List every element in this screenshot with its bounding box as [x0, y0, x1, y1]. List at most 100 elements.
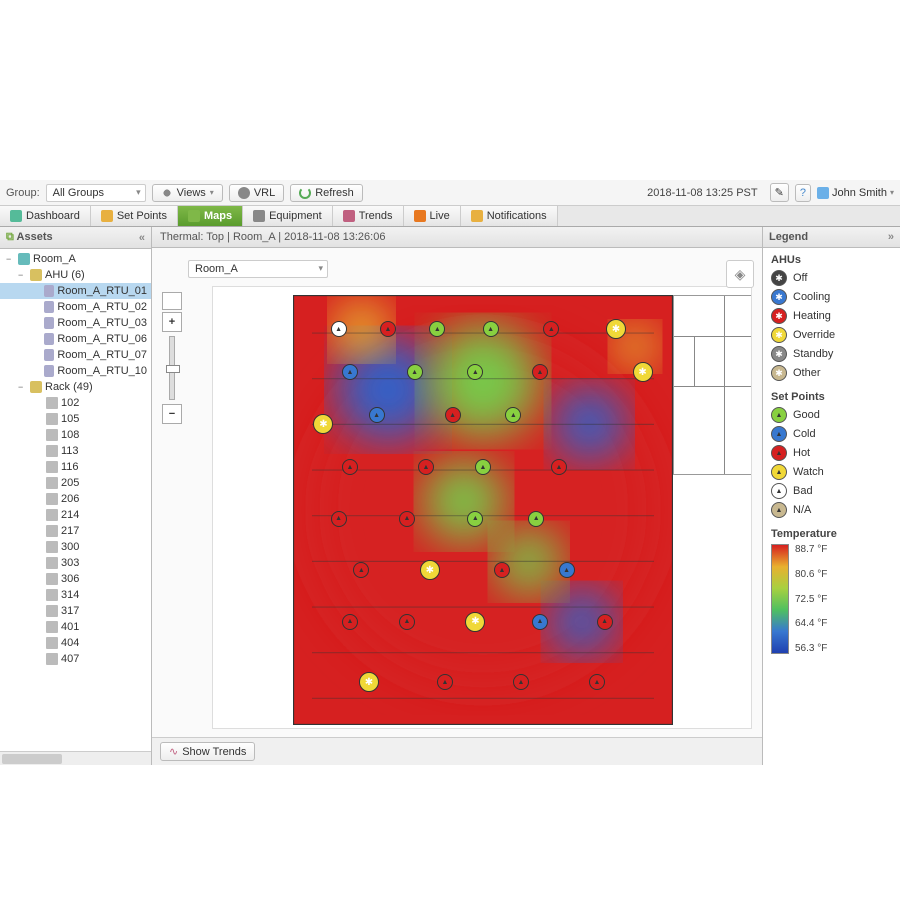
assets-header: ⧉ Assets «: [0, 227, 151, 249]
cube-icon: [46, 541, 58, 553]
tree-item-300[interactable]: 300: [0, 539, 151, 555]
views-button[interactable]: Views ▾: [152, 184, 223, 202]
setpoint-marker[interactable]: [494, 562, 510, 578]
tab-live[interactable]: Live: [404, 206, 461, 226]
setpoint-marker[interactable]: [505, 407, 521, 423]
tree-item-105[interactable]: 105: [0, 411, 151, 427]
zoom-out-button[interactable]: −: [162, 404, 182, 424]
setpoint-marker[interactable]: [445, 407, 461, 423]
setpoint-marker[interactable]: [532, 364, 548, 380]
tree-item-214[interactable]: 214: [0, 507, 151, 523]
setpoint-marker[interactable]: [399, 511, 415, 527]
tree-item-room-a-rtu-02[interactable]: Room_A_RTU_02: [0, 299, 151, 315]
setpoint-marker[interactable]: [597, 614, 613, 630]
legend-item: Other: [771, 365, 892, 381]
tree-item-206[interactable]: 206: [0, 491, 151, 507]
setpoint-marker[interactable]: [342, 459, 358, 475]
tree-item-room-a-rtu-01[interactable]: Room_A_RTU_01: [0, 283, 151, 299]
tree-item-room-a[interactable]: −Room_A: [0, 251, 151, 267]
tree-item-ahu-6-[interactable]: −AHU (6): [0, 267, 151, 283]
legend-item: Cooling: [771, 289, 892, 305]
tree-item-113[interactable]: 113: [0, 443, 151, 459]
setpoint-marker[interactable]: [407, 364, 423, 380]
setpoint-marker[interactable]: [437, 674, 453, 690]
layers-button[interactable]: ◈: [726, 260, 754, 288]
setpoint-marker[interactable]: [559, 562, 575, 578]
tri-icon: [771, 483, 787, 499]
top-toolbar: Group: All Groups Views ▾ VRL Refresh 20…: [0, 180, 900, 206]
trends-icon: [343, 210, 355, 222]
notifications-icon: [471, 210, 483, 222]
ahu-marker[interactable]: [633, 362, 653, 382]
setpoint-marker[interactable]: [475, 459, 491, 475]
tab-equipment[interactable]: Equipment: [243, 206, 333, 226]
tab-maps[interactable]: Maps: [178, 206, 243, 226]
group-dropdown[interactable]: All Groups: [46, 184, 146, 202]
tab-notifications[interactable]: Notifications: [461, 206, 558, 226]
tree-item-102[interactable]: 102: [0, 395, 151, 411]
cube-icon: [46, 445, 58, 457]
user-menu[interactable]: John Smith ▾: [817, 187, 894, 199]
setpoint-marker[interactable]: [369, 407, 385, 423]
ahu-marker[interactable]: [359, 672, 379, 692]
tree-item-314[interactable]: 314: [0, 587, 151, 603]
tree-item-116[interactable]: 116: [0, 459, 151, 475]
setpoint-marker[interactable]: [429, 321, 445, 337]
setpoint-marker[interactable]: [342, 614, 358, 630]
set-points-icon: [101, 210, 113, 222]
tree-item-rack-49-[interactable]: −Rack (49): [0, 379, 151, 395]
setpoint-marker[interactable]: [467, 511, 483, 527]
setpoint-marker[interactable]: [331, 321, 347, 337]
map-canvas[interactable]: [212, 286, 752, 729]
zoom-in-button[interactable]: +: [162, 312, 182, 332]
setpoint-marker[interactable]: [543, 321, 559, 337]
setpoint-marker[interactable]: [467, 364, 483, 380]
setpoint-marker[interactable]: [483, 321, 499, 337]
ahu-marker[interactable]: [606, 319, 626, 339]
setpoint-marker[interactable]: [528, 511, 544, 527]
vrl-button[interactable]: VRL: [229, 184, 284, 202]
edit-button[interactable]: ✎: [770, 183, 789, 202]
help-button[interactable]: ?: [795, 184, 811, 202]
setpoint-marker[interactable]: [342, 364, 358, 380]
tree-item-306[interactable]: 306: [0, 571, 151, 587]
setpoint-marker[interactable]: [331, 511, 347, 527]
cube-icon: [46, 653, 58, 665]
setpoint-marker[interactable]: [551, 459, 567, 475]
setpoint-marker[interactable]: [399, 614, 415, 630]
tree-item-room-a-rtu-07[interactable]: Room_A_RTU_07: [0, 347, 151, 363]
zoom-slider[interactable]: [169, 336, 175, 400]
refresh-button[interactable]: Refresh: [290, 184, 363, 202]
setpoint-marker[interactable]: [380, 321, 396, 337]
ahu-marker[interactable]: [420, 560, 440, 580]
room-selector[interactable]: Room_A: [188, 260, 328, 278]
tree-item-317[interactable]: 317: [0, 603, 151, 619]
tree-item-room-a-rtu-06[interactable]: Room_A_RTU_06: [0, 331, 151, 347]
legend-item: Off: [771, 270, 892, 286]
tree-item-401[interactable]: 401: [0, 619, 151, 635]
setpoint-marker[interactable]: [513, 674, 529, 690]
tab-trends[interactable]: Trends: [333, 206, 404, 226]
ahu-marker[interactable]: [313, 414, 333, 434]
tree-item-room-a-rtu-10[interactable]: Room_A_RTU_10: [0, 363, 151, 379]
tree-item-407[interactable]: 407: [0, 651, 151, 667]
setpoint-marker[interactable]: [353, 562, 369, 578]
tree-item-108[interactable]: 108: [0, 427, 151, 443]
tree-item-404[interactable]: 404: [0, 635, 151, 651]
zoom-fit-button[interactable]: [162, 292, 182, 310]
tab-dashboard[interactable]: Dashboard: [0, 206, 91, 226]
tree-item-room-a-rtu-03[interactable]: Room_A_RTU_03: [0, 315, 151, 331]
tree-item-205[interactable]: 205: [0, 475, 151, 491]
tab-set-points[interactable]: Set Points: [91, 206, 178, 226]
setpoint-marker[interactable]: [418, 459, 434, 475]
collapse-left-icon[interactable]: «: [139, 232, 145, 244]
tree-item-303[interactable]: 303: [0, 555, 151, 571]
setpoint-marker[interactable]: [532, 614, 548, 630]
tree-item-217[interactable]: 217: [0, 523, 151, 539]
show-trends-button[interactable]: ∿ Show Trends: [160, 742, 255, 761]
ahu-marker[interactable]: [465, 612, 485, 632]
map-body: Room_A ◈ + −: [152, 248, 762, 737]
setpoint-marker[interactable]: [589, 674, 605, 690]
collapse-right-icon[interactable]: »: [888, 231, 894, 243]
horizontal-scrollbar[interactable]: [0, 751, 151, 765]
